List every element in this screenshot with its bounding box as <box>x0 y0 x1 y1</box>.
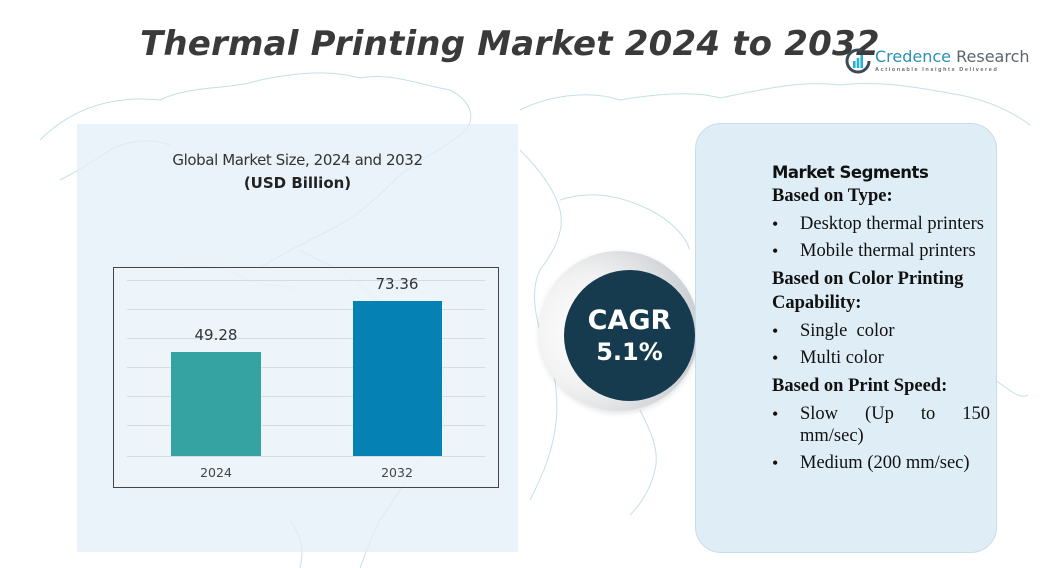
gridline <box>127 367 485 368</box>
segment-item-line1: Slow (Up to 150 <box>800 403 990 425</box>
segment-item: Multi color <box>772 347 990 369</box>
gridline <box>127 396 485 397</box>
logo-name-part1: Credence <box>875 47 952 66</box>
segments-content: Market Segments Based on Type: Desktop t… <box>772 162 990 479</box>
chart-subtitle: (USD Billion) <box>243 174 352 192</box>
bar-2024 <box>171 351 261 456</box>
bar-2032 <box>353 301 442 456</box>
segment-list-speed: Slow (Up to 150 mm/sec) Medium (200 mm/s… <box>772 403 990 474</box>
bar-chart-circle-icon <box>845 48 871 74</box>
segment-list-color: Single color Multi color <box>772 320 990 369</box>
bar-value-label-2032: 73.36 <box>375 275 419 293</box>
bar-value-label-2024: 49.28 <box>194 325 238 344</box>
segment-item: Single color <box>772 320 990 342</box>
segment-item: Slow (Up to 150 mm/sec) <box>772 403 990 447</box>
cagr-value: 5.1% <box>596 337 663 366</box>
cagr-badge: CAGR 5.1% <box>564 270 695 401</box>
segment-item: Mobile thermal printers <box>772 240 990 262</box>
gridline <box>127 338 485 339</box>
logo-tagline: Actionable Insights Delivered <box>875 67 999 73</box>
chart-title: Global Market Size, 2024 and 2032 <box>172 151 423 169</box>
word: to <box>920 404 936 424</box>
segment-item: Medium (200 mm/sec) <box>772 452 990 474</box>
gridline <box>127 280 485 281</box>
bar-chart: 49.28 73.36 2024 2032 <box>113 267 499 488</box>
x-axis-label-2024: 2024 <box>200 465 232 480</box>
word: Slow <box>800 404 839 424</box>
segment-group-title-type: Based on Type: <box>772 186 893 206</box>
segment-group-title-speed: Based on Print Speed: <box>772 376 948 396</box>
segment-group-title-color: Based on Color Printing Capability: <box>772 269 964 313</box>
word: (Up <box>865 404 894 424</box>
logo-name-part2: Research <box>956 47 1030 66</box>
gridline <box>127 425 485 426</box>
logo-name: Credence Research <box>875 48 1030 66</box>
segment-item-line2: mm/sec) <box>800 426 864 446</box>
gridline-baseline <box>127 456 485 457</box>
x-axis-label-2032: 2032 <box>381 465 413 480</box>
segment-item: Desktop thermal printers <box>772 213 990 235</box>
cagr-label: CAGR <box>587 304 672 336</box>
page-title: Thermal Printing Market 2024 to 2032 <box>140 24 880 64</box>
word: 150 <box>962 404 990 424</box>
gridline <box>127 309 485 310</box>
credence-research-logo: Credence Research Actionable Insights De… <box>845 48 1030 74</box>
segment-list-type: Desktop thermal printers Mobile thermal … <box>772 213 990 262</box>
market-segments-panel: Market Segments Based on Type: Desktop t… <box>695 123 997 553</box>
segments-heading: Market Segments <box>772 163 929 182</box>
